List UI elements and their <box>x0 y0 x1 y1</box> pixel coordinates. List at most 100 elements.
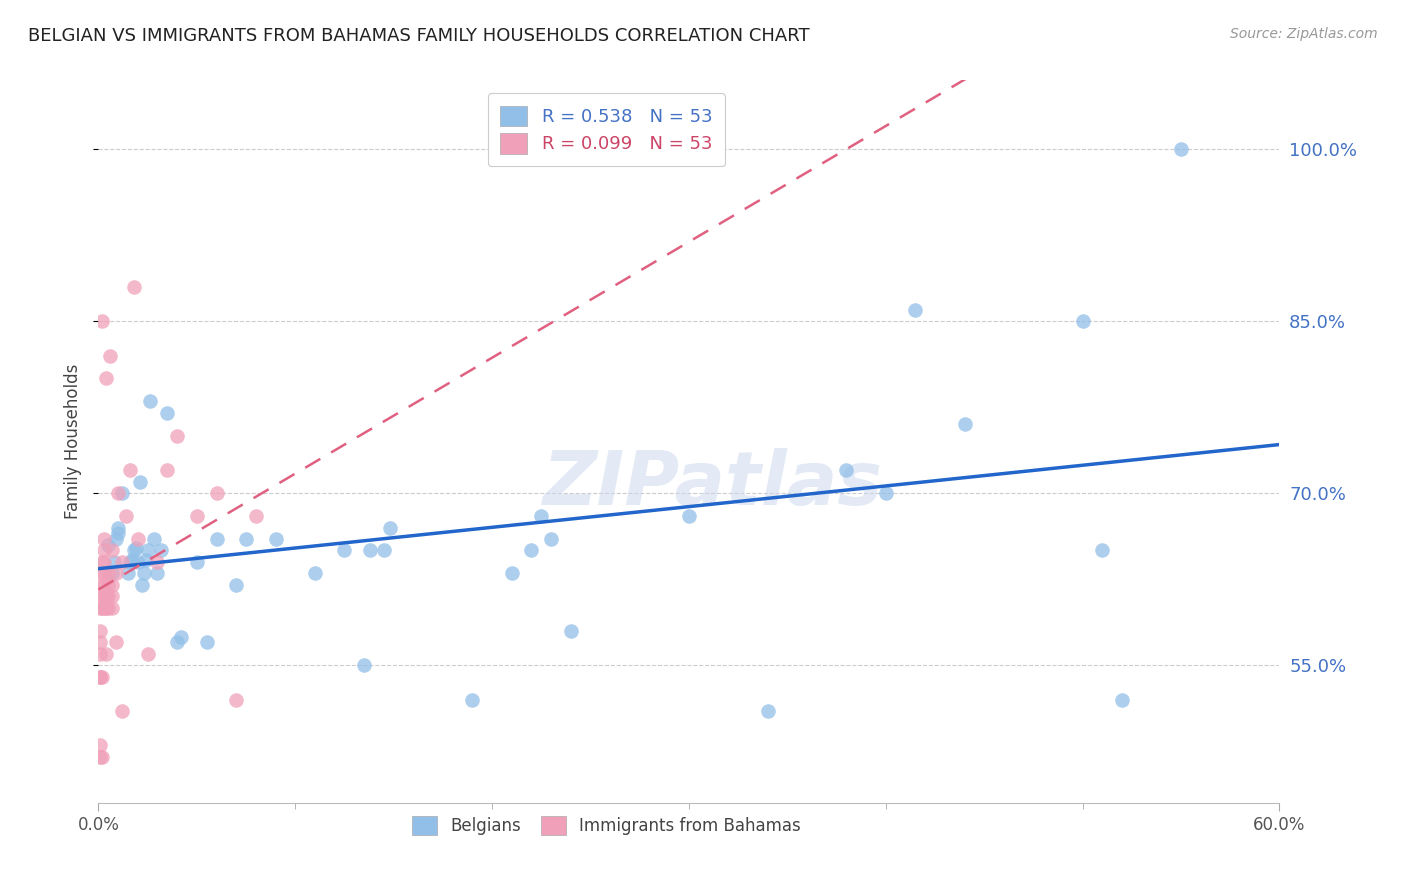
Point <box>225 692 247 706</box>
Point <box>835 463 858 477</box>
Point <box>97 578 120 592</box>
Point <box>97 600 120 615</box>
Point <box>97 566 120 581</box>
Point <box>93 566 115 581</box>
Point <box>156 463 179 477</box>
Point <box>186 555 208 569</box>
Point <box>756 704 779 718</box>
Point <box>101 543 124 558</box>
Point <box>245 509 267 524</box>
Point <box>93 532 115 546</box>
Point <box>103 555 125 569</box>
Point <box>520 543 543 558</box>
Point <box>111 486 134 500</box>
Point <box>540 532 562 546</box>
Point <box>127 532 149 546</box>
Point <box>1111 692 1133 706</box>
Point <box>117 566 139 581</box>
Point <box>225 578 247 592</box>
Point <box>96 600 118 615</box>
Point <box>91 750 114 764</box>
Point <box>101 578 124 592</box>
Point <box>111 704 134 718</box>
Point <box>115 509 138 524</box>
Point <box>378 520 401 534</box>
Point <box>101 590 124 604</box>
Point <box>264 532 287 546</box>
Point <box>97 538 120 552</box>
Point <box>953 417 976 432</box>
Point <box>127 555 149 569</box>
Point <box>875 486 897 500</box>
Point <box>138 394 160 409</box>
Point <box>98 349 121 363</box>
Point <box>91 555 114 569</box>
Point <box>107 486 129 500</box>
Point <box>93 590 115 604</box>
Point <box>166 635 188 649</box>
Y-axis label: Family Households: Family Households <box>65 364 83 519</box>
Text: BELGIAN VS IMMIGRANTS FROM BAHAMAS FAMILY HOUSEHOLDS CORRELATION CHART: BELGIAN VS IMMIGRANTS FROM BAHAMAS FAMIL… <box>28 27 810 45</box>
Point <box>150 543 173 558</box>
Point <box>146 555 169 569</box>
Point <box>89 670 111 684</box>
Point <box>105 566 128 581</box>
Point <box>118 555 141 569</box>
Point <box>91 670 114 684</box>
Point <box>89 624 111 638</box>
Point <box>89 750 111 764</box>
Point <box>125 541 148 556</box>
Point <box>170 630 193 644</box>
Point <box>235 532 257 546</box>
Point <box>105 635 128 649</box>
Point <box>186 509 208 524</box>
Point <box>560 624 582 638</box>
Point <box>122 279 145 293</box>
Point <box>122 543 145 558</box>
Point <box>91 590 114 604</box>
Point <box>96 590 118 604</box>
Text: ZIPatlas: ZIPatlas <box>543 449 883 522</box>
Point <box>461 692 484 706</box>
Point <box>142 532 165 546</box>
Point <box>353 658 375 673</box>
Point <box>333 543 356 558</box>
Point <box>195 635 218 649</box>
Point <box>166 429 188 443</box>
Point <box>121 552 143 566</box>
Point <box>501 566 523 581</box>
Point <box>304 566 326 581</box>
Point <box>93 600 115 615</box>
Point <box>97 590 120 604</box>
Text: Source: ZipAtlas.com: Source: ZipAtlas.com <box>1230 27 1378 41</box>
Point <box>1091 543 1114 558</box>
Point <box>105 532 128 546</box>
Point <box>136 543 159 558</box>
Point <box>93 555 115 569</box>
Point <box>205 486 228 500</box>
Point <box>136 647 159 661</box>
Point <box>132 566 155 581</box>
Point <box>359 543 381 558</box>
Legend: Belgians, Immigrants from Bahamas: Belgians, Immigrants from Bahamas <box>402 805 811 845</box>
Point <box>101 600 124 615</box>
Point <box>91 314 114 328</box>
Point <box>128 475 150 489</box>
Point <box>111 555 134 569</box>
Point <box>107 520 129 534</box>
Point <box>89 647 111 661</box>
Point <box>91 578 114 592</box>
Point <box>89 600 111 615</box>
Point <box>118 463 141 477</box>
Point <box>91 600 114 615</box>
Point <box>205 532 228 546</box>
Point <box>96 371 118 385</box>
Point <box>91 566 114 581</box>
Point <box>89 739 111 753</box>
Point <box>904 302 927 317</box>
Point <box>89 635 111 649</box>
Point <box>93 578 115 592</box>
Point <box>131 578 153 592</box>
Point <box>146 566 169 581</box>
Point <box>1071 314 1094 328</box>
